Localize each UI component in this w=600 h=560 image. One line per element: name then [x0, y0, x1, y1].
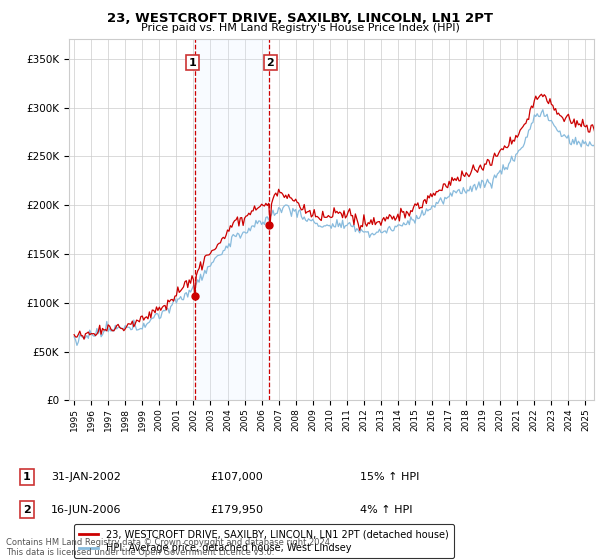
Text: 2: 2	[23, 505, 31, 515]
Text: 15% ↑ HPI: 15% ↑ HPI	[360, 472, 419, 482]
Text: 1: 1	[188, 58, 196, 68]
Text: 23, WESTCROFT DRIVE, SAXILBY, LINCOLN, LN1 2PT: 23, WESTCROFT DRIVE, SAXILBY, LINCOLN, L…	[107, 12, 493, 25]
Text: 31-JAN-2002: 31-JAN-2002	[51, 472, 121, 482]
Bar	[195, 39, 269, 400]
Legend: 23, WESTCROFT DRIVE, SAXILBY, LINCOLN, LN1 2PT (detached house), HPI: Average pr: 23, WESTCROFT DRIVE, SAXILBY, LINCOLN, L…	[74, 525, 454, 558]
Text: £179,950: £179,950	[210, 505, 263, 515]
Text: 2: 2	[266, 58, 274, 68]
Text: 1: 1	[23, 472, 31, 482]
Text: 4% ↑ HPI: 4% ↑ HPI	[360, 505, 413, 515]
Text: Price paid vs. HM Land Registry's House Price Index (HPI): Price paid vs. HM Land Registry's House …	[140, 23, 460, 33]
Text: 16-JUN-2006: 16-JUN-2006	[51, 505, 121, 515]
Text: Contains HM Land Registry data © Crown copyright and database right 2024.
This d: Contains HM Land Registry data © Crown c…	[6, 538, 332, 557]
Text: £107,000: £107,000	[210, 472, 263, 482]
